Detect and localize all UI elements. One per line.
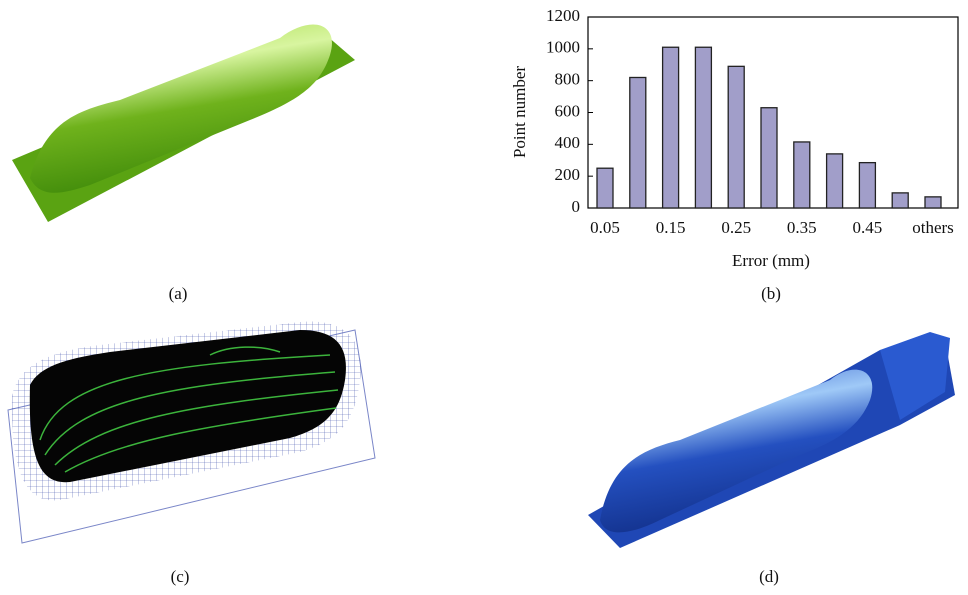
panel-label: (c) [171,567,190,586]
x-axis-label: Error (mm) [732,251,810,270]
bar [728,66,744,208]
y-tick-label: 400 [555,133,581,152]
bar [695,47,711,208]
x-tick-label: 0.05 [590,218,620,237]
y-tick-label: 1000 [546,38,580,57]
bar [663,47,679,208]
y-axis-label: Point number [510,66,529,158]
bar [925,197,941,208]
bar [597,168,613,208]
bar [892,193,908,208]
y-tick-label: 1200 [546,6,580,25]
x-tick-label: others [912,218,954,237]
page: (a) (c) (d) (b) Error (mm) Point number … [0,0,968,595]
x-tick-label: 0.25 [721,218,751,237]
mesh-part-image [8,322,375,543]
x-tick-label: 0.15 [656,218,686,237]
bar [859,163,875,208]
panel-label: (d) [759,567,779,586]
x-tick-label: 0.35 [787,218,817,237]
panel-label: (b) [761,284,781,303]
figure: (a) (c) (d) (b) Error (mm) Point number … [0,0,968,595]
blue-part-image [588,332,955,548]
bar [827,154,843,208]
y-tick-label: 0 [572,197,581,216]
y-tick-label: 800 [555,70,581,89]
x-tick-label: 0.45 [853,218,883,237]
panel-label: (a) [169,284,188,303]
bar [761,108,777,208]
bar [630,77,646,208]
green-part-image [12,25,355,222]
y-tick-label: 200 [555,165,581,184]
bar [794,142,810,208]
y-tick-label: 600 [555,101,581,120]
